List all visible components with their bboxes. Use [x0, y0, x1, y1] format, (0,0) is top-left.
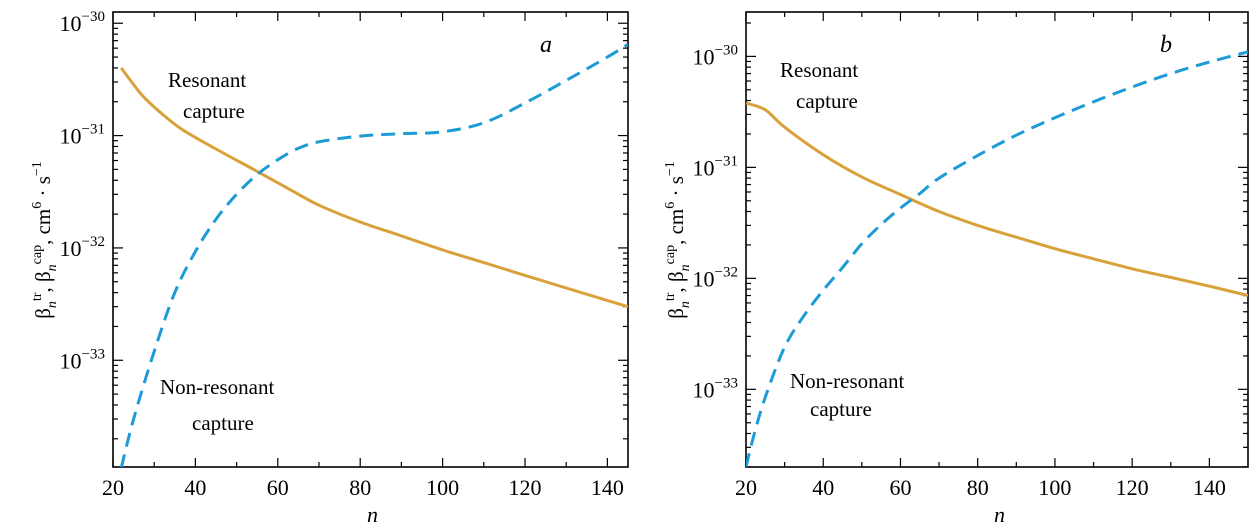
x-tick-label: 40 — [184, 475, 206, 500]
x-tick-label: 20 — [102, 475, 124, 500]
resonant-annotation-line1: Resonant — [780, 58, 858, 82]
resonant-capture-line — [746, 101, 1248, 297]
plot-frame — [745, 11, 1249, 468]
non-resonant-capture-line — [119, 43, 628, 467]
x-tick-label: 140 — [1193, 475, 1226, 500]
y-tick-label: 10−31 — [693, 153, 738, 180]
x-tick-label: 100 — [1038, 475, 1071, 500]
x-tick-label: 120 — [1116, 475, 1149, 500]
svg-text:βntr, βncap, cm6 · s−1: βntr, βncap, cm6 · s−1 — [663, 161, 693, 319]
ticks: 20 40 60 80 100 120 140 10−30 10−31 10−32 10−33 — [60, 9, 628, 500]
y-axis-title-b: βntr, βncap, cm6 · s−1 — [663, 161, 693, 319]
y-tick-label: 10−33 — [693, 375, 738, 402]
x-axis-title: n — [367, 502, 378, 525]
y-axis-title-a: βntr, βncap, cm6 · s−1 — [30, 161, 60, 319]
svg-text:βntr, βncap, cm6 · s−1: βntr, βncap, cm6 · s−1 — [30, 161, 60, 319]
ticks: 20 40 60 80 100 120 140 10−30 10−31 10−32 10−33 — [693, 12, 1248, 500]
y-tick-label: 10−30 — [60, 9, 105, 36]
x-tick-label: 100 — [426, 475, 459, 500]
x-tick-label: 60 — [889, 475, 911, 500]
x-tick-label: 80 — [967, 475, 989, 500]
resonant-annotation-line2: capture — [183, 99, 245, 123]
y-tick-label: 10−33 — [60, 346, 105, 373]
non-resonant-annotation-line1: Non-resonant — [790, 369, 904, 393]
resonant-annotation-line1: Resonant — [168, 68, 246, 92]
x-tick-label: 20 — [735, 475, 757, 500]
x-tick-label: 140 — [591, 475, 624, 500]
panel-letter: a — [540, 32, 552, 58]
y-tick-label: 10−30 — [693, 42, 738, 69]
non-resonant-annotation-line2: capture — [810, 397, 872, 421]
x-axis-title: n — [994, 502, 1005, 525]
x-tick-label: 80 — [349, 475, 371, 500]
plot-frame — [112, 11, 629, 468]
y-tick-label: 10−31 — [60, 122, 105, 149]
resonant-annotation-line2: capture — [796, 89, 858, 113]
non-resonant-annotation-line2: capture — [192, 411, 254, 435]
x-tick-label: 40 — [812, 475, 834, 500]
x-tick-label: 120 — [509, 475, 542, 500]
y-tick-label: 10−32 — [693, 264, 738, 291]
non-resonant-annotation-line1: Non-resonant — [160, 375, 274, 399]
resonant-capture-line — [120, 66, 628, 309]
x-tick-label: 60 — [267, 475, 289, 500]
panel-letter: b — [1160, 32, 1172, 58]
y-tick-label: 10−32 — [60, 234, 105, 261]
non-resonant-capture-line — [746, 50, 1248, 467]
